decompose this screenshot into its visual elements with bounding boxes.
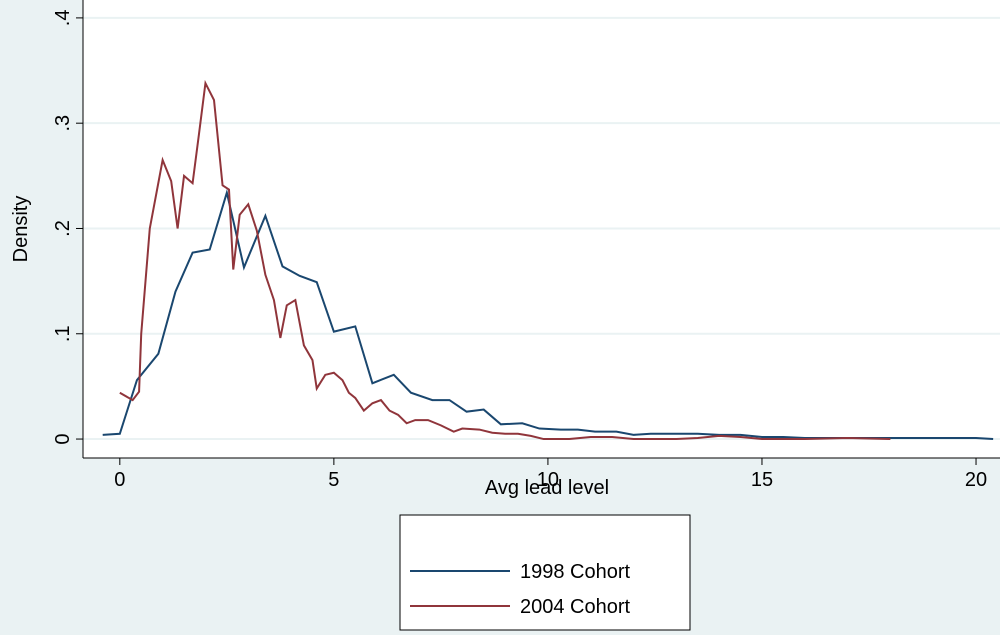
y-tick-label: .1 xyxy=(52,325,74,342)
legend-label: 2004 Cohort xyxy=(520,596,631,618)
y-axis-title: Density xyxy=(10,196,32,263)
series-line xyxy=(119,79,891,441)
x-tick-label: 20 xyxy=(965,469,987,491)
x-tick-label: 0 xyxy=(114,469,125,491)
x-tick-label: 5 xyxy=(328,469,339,491)
legend-box xyxy=(399,514,691,631)
x-tick-label: 10 xyxy=(537,469,559,491)
y-tick-label: .3 xyxy=(52,115,74,132)
legend-label: 1998 Cohort xyxy=(520,561,631,583)
series-line xyxy=(102,188,994,441)
y-tick-label: .2 xyxy=(52,220,74,237)
x-axis-title: Avg lead level xyxy=(485,477,609,499)
x-tick-label: 15 xyxy=(751,469,773,491)
y-tick-label: 0 xyxy=(52,433,74,444)
y-tick-label: .4 xyxy=(52,10,74,27)
